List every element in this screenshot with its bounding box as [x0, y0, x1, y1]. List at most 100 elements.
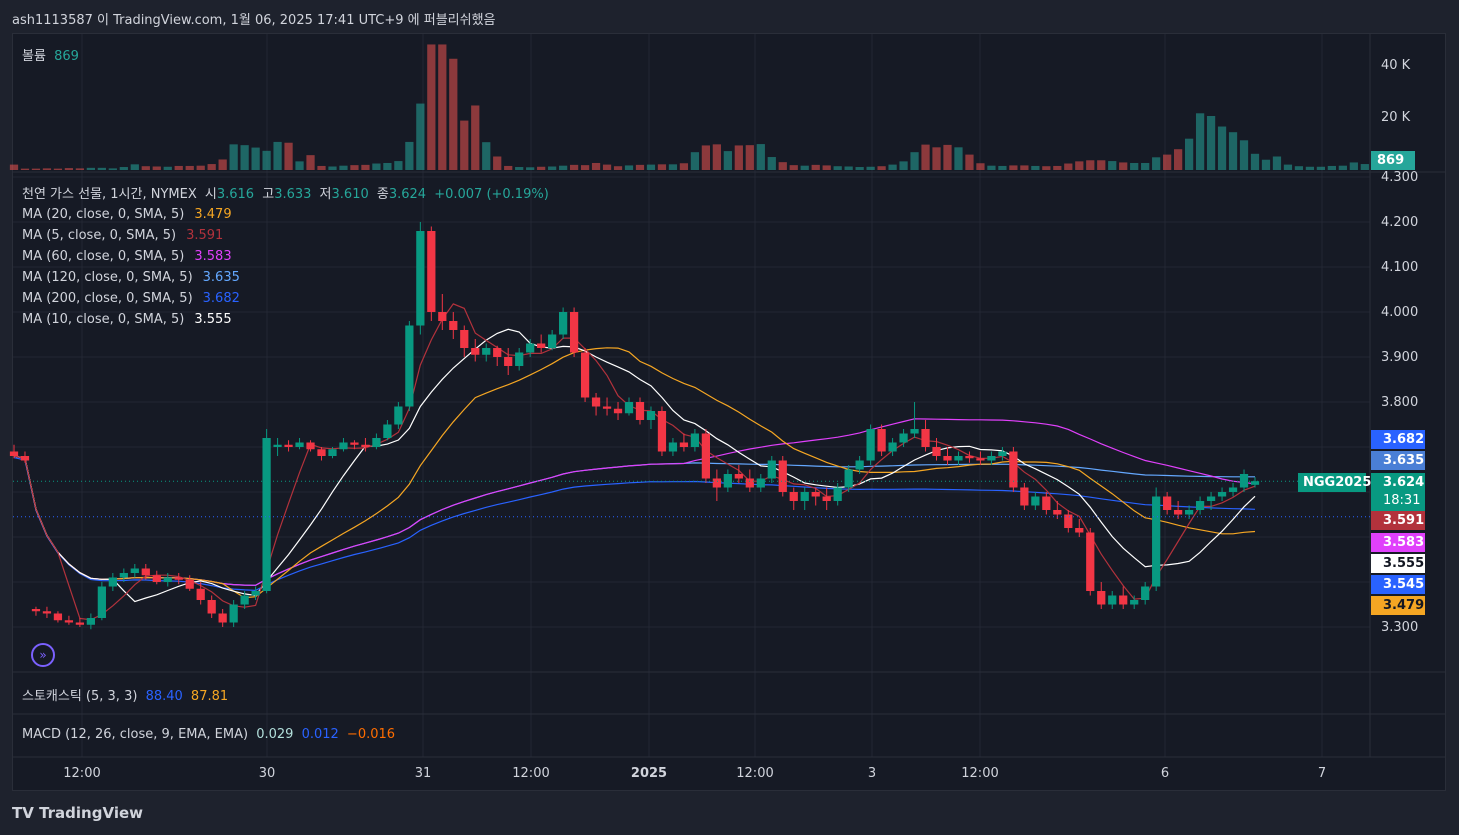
volume-bar — [482, 142, 491, 170]
ma-legend-row: MA (10, close, 0, SMA, 5) 3.555 — [22, 309, 244, 330]
volume-bar — [998, 165, 1007, 170]
volume-bar — [1075, 161, 1084, 170]
time-tick: 7 — [1317, 766, 1327, 781]
volume-bar — [1053, 165, 1062, 170]
ma-value: 3.555 — [194, 312, 232, 327]
ma20-line — [13, 347, 1256, 599]
volume-bar — [558, 165, 568, 170]
volume-bar — [108, 168, 117, 170]
candle-body — [1250, 481, 1260, 485]
tradingview-logo[interactable]: 𝗧𝗩 TradingView — [12, 804, 143, 822]
price-tick: 3.300 — [1381, 620, 1419, 635]
volume-bar — [1294, 166, 1304, 170]
time-tick: 12:00 — [961, 766, 999, 781]
low-value: 3.610 — [331, 187, 369, 202]
ma10-line — [13, 328, 1256, 603]
volume-bar — [1217, 126, 1227, 170]
candle-body — [306, 442, 315, 450]
volume-bar — [130, 164, 139, 170]
volume-bar — [1031, 165, 1040, 170]
candle-body — [42, 611, 52, 614]
ma-label: MA (200, close, 0, SMA, 5) — [22, 291, 193, 306]
volume-bar — [42, 168, 52, 170]
candle-body — [317, 449, 326, 456]
volume-bar — [1086, 160, 1095, 170]
ma5-line — [13, 303, 1256, 621]
volume-bar — [537, 166, 546, 170]
candle-body — [811, 492, 820, 497]
candle-body — [471, 348, 480, 355]
candle-body — [1031, 496, 1040, 506]
volume-bar — [229, 144, 238, 170]
candle-body — [1053, 510, 1062, 515]
price-tick: 4.200 — [1381, 215, 1419, 230]
candle-body — [1086, 532, 1095, 591]
volume-bar — [460, 120, 469, 170]
volume-bar — [273, 141, 282, 170]
candle-body — [482, 348, 491, 355]
candle-body — [1075, 528, 1084, 533]
candle-body — [1042, 496, 1051, 510]
volume-bar — [943, 144, 952, 170]
ma-label: MA (120, close, 0, SMA, 5) — [22, 270, 193, 285]
volume-bar — [1283, 164, 1293, 170]
candle-body — [9, 451, 19, 456]
volume-bar — [1184, 138, 1194, 170]
volume-bar — [339, 165, 348, 170]
ma-value: 3.591 — [186, 228, 224, 243]
volume-bar — [1305, 166, 1315, 170]
volume-bar — [119, 167, 128, 170]
candle-body — [778, 460, 787, 492]
go-to-realtime-icon[interactable]: » — [31, 643, 55, 667]
candle-body — [1184, 510, 1194, 515]
ma-label: MA (20, close, 0, SMA, 5) — [22, 207, 185, 222]
volume-bar — [855, 167, 864, 170]
volume-bar — [1261, 159, 1271, 170]
price-label: 3.545 — [1371, 575, 1425, 594]
volume-bar — [701, 145, 711, 170]
candle-body — [591, 397, 601, 407]
candle-body — [844, 469, 853, 488]
ma-legend-row: MA (200, close, 0, SMA, 5) 3.682 — [22, 288, 244, 309]
volume-bar — [262, 150, 271, 170]
volume-bar — [196, 165, 205, 170]
candle-body — [1119, 595, 1128, 605]
volume-bar — [1206, 116, 1216, 170]
candle-body — [174, 577, 183, 580]
volume-bar — [1097, 160, 1106, 170]
macd-label: MACD (12, 26, close, 9, EMA, EMA) — [22, 727, 249, 742]
candle-body — [119, 573, 128, 578]
volume-bar — [1108, 161, 1117, 170]
volume-bar — [778, 162, 787, 170]
volume-tick-20k: 20 K — [1381, 110, 1411, 125]
volume-bar — [756, 144, 765, 170]
volume-bar — [1130, 162, 1139, 170]
volume-bar — [350, 165, 359, 170]
stoch-k-value: 88.40 — [145, 689, 183, 704]
price-label: 3.555 — [1371, 554, 1425, 573]
volume-bar — [1009, 165, 1018, 170]
candle-body — [712, 478, 721, 488]
candle-body — [504, 357, 513, 366]
volume-bar — [1174, 149, 1183, 170]
volume-bar — [602, 164, 612, 170]
volume-bar — [965, 154, 974, 170]
candle-body — [635, 402, 645, 420]
volume-bar — [899, 161, 908, 170]
ma-value: 3.583 — [194, 249, 232, 264]
candle-body — [75, 622, 85, 625]
price-label: 3.591 — [1371, 511, 1425, 530]
last-price-tag: 3.624 18:31 — [1371, 473, 1425, 511]
close-label: 종 — [376, 187, 389, 202]
stoch-d-value: 87.81 — [190, 689, 229, 704]
candle-body — [1009, 451, 1018, 488]
volume-bar — [789, 165, 798, 170]
time-tick: 30 — [258, 766, 276, 781]
candle-body — [449, 321, 458, 330]
candle-body — [756, 478, 765, 488]
volume-last-badge: 869 — [1371, 151, 1415, 170]
candle-body — [1206, 496, 1216, 501]
candle-body — [877, 429, 886, 452]
candle-body — [295, 442, 304, 447]
